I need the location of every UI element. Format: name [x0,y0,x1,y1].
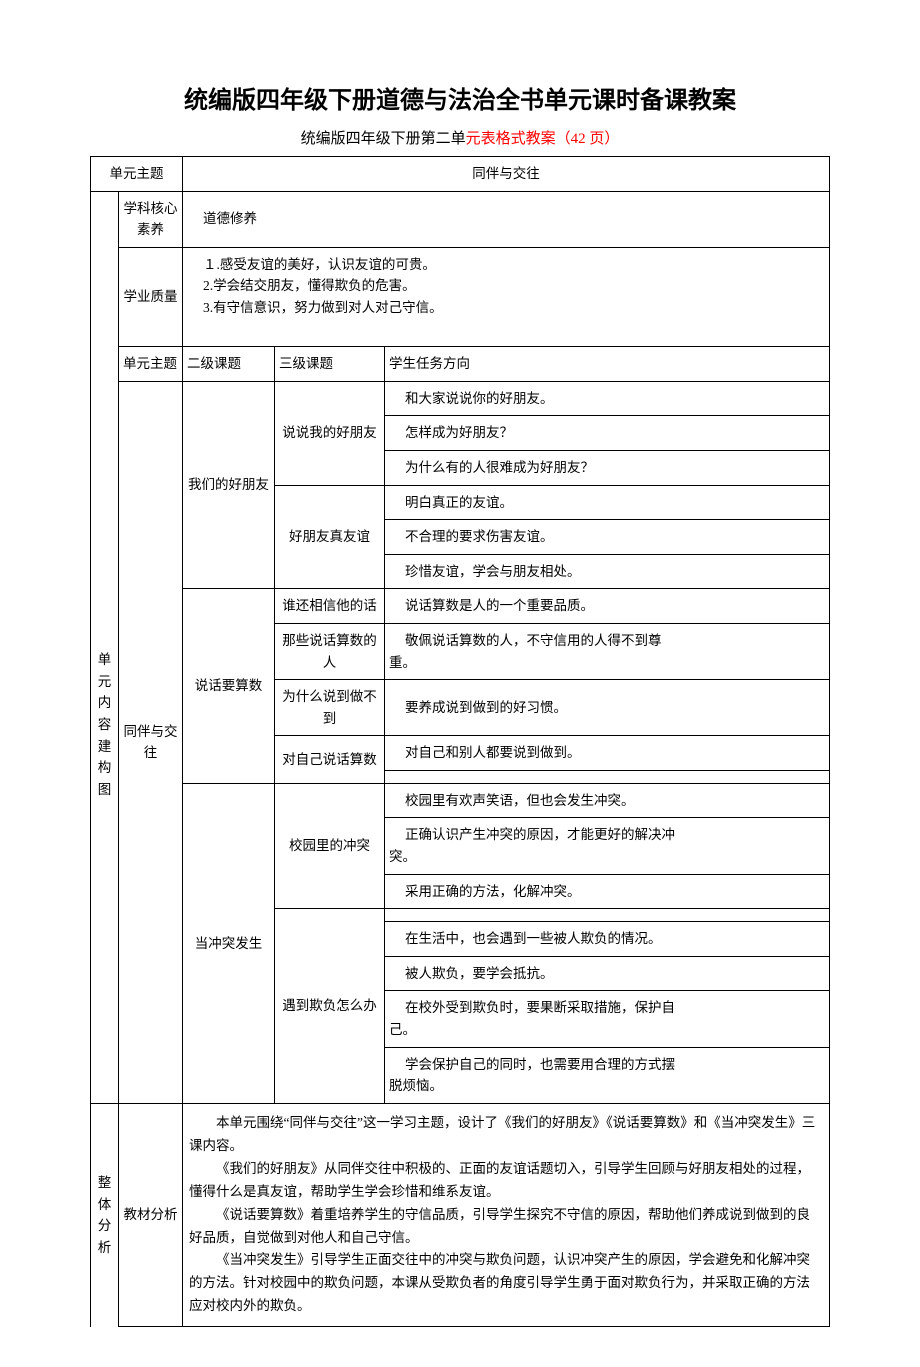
tertiary-topic-2d: 对自己说话算数 [275,736,385,784]
task-cell [385,909,830,922]
table-row: 学科核心素养 道德修养 [91,191,830,247]
cell-text: 突。 [389,849,416,864]
core-competency-value: 道德修养 [183,191,830,247]
lesson-plan-table: 单元主题 同伴与交往 学科核心素养 道德修养 学业质量 １.感受友谊的美好，认识… [90,156,830,1327]
task-cell: 和大家说说你的好朋友。 [385,381,830,416]
secondary-topic-3: 当冲突发生 [183,783,275,1103]
task-cell: 明白真正的友谊。 [385,485,830,520]
academic-quality-value: １.感受友谊的美好，认识友谊的可贵。 2.学会结交朋友，懂得欺负的危害。 3.有… [183,247,830,346]
table-row: 当冲突发生 校园里的冲突 校园里有欢声笑语，但也会发生冲突。 [91,783,830,818]
table-row: 单元主题 同伴与交往 [91,157,830,192]
secondary-topic-1: 我们的好朋友 [183,381,275,589]
paragraph: 《说话要算数》着重培养学生的守信品质，引导学生探究不守信的原因，帮助他们养成说到… [189,1204,823,1250]
tertiary-topic-3a: 校园里的冲突 [275,783,385,908]
spacer-cell [91,191,119,347]
table-row: 单元内容建构图 单元主题 二级课题 三级课题 学生任务方向 [91,347,830,382]
cell-text: 采用正确的方法，化解冲突。 [389,884,581,899]
cell-text: 说话算数是人的一个重要品质。 [389,598,594,613]
list-item: 3.有守信意识，努力做到对人对己守信。 [187,297,825,319]
tertiary-topic-1a: 说说我的好朋友 [275,381,385,485]
student-task-label: 学生任务方向 [385,347,830,382]
task-cell: 在校外受到欺负时，要果断采取措施，保护自 己。 [385,991,830,1047]
task-cell: 对自己和别人都要说到做到。 [385,736,830,771]
secondary-topic-label: 二级课题 [183,347,275,382]
cell-text: 在生活中，也会遇到一些被人欺负的情况。 [389,931,662,946]
cell-text: 正确认识产生冲突的原因，才能更好的解决冲 [389,827,675,842]
task-cell: 学会保护自己的同时，也需要用合理的方式摆 脱烦恼。 [385,1047,830,1103]
cell-text: 重。 [389,655,416,670]
material-analysis-label: 教材分析 [119,1103,183,1326]
task-cell: 为什么有的人很难成为好朋友？ [385,450,830,485]
overall-analysis-label: 整体分析 [91,1103,119,1326]
cell-text: 己。 [389,1022,416,1037]
secondary-topic-2: 说话要算数 [183,589,275,784]
list-item: 2.学会结交朋友，懂得欺负的危害。 [187,275,825,297]
material-analysis-content: 本单元围绕“同伴与交往”这一学习主题，设计了《我们的好朋友》《说话要算数》和《当… [183,1103,830,1326]
sub-title: 统编版四年级下册第二单元表格式教案（42 页） [90,127,830,148]
cell-text: 珍惜友谊，学会与朋友相处。 [389,564,581,579]
table-row: 整体分析 教材分析 本单元围绕“同伴与交往”这一学习主题，设计了《我们的好朋友》… [91,1103,830,1326]
tertiary-topic-2a: 谁还相信他的话 [275,589,385,624]
academic-quality-label: 学业质量 [119,247,183,346]
paragraph: 《当冲突发生》引导学生正面交往中的冲突与欺负问题，认识冲突产生的原因，学会避免和… [189,1249,823,1318]
task-cell: 怎样成为好朋友？ [385,416,830,451]
cell-text: 要养成说到做到的好习惯。 [389,700,567,715]
cell-text: 明白真正的友谊。 [389,495,513,510]
cell-text: 道德修养 [187,211,257,226]
cell-text: 敬佩说话算数的人，不守信用的人得不到尊 [389,633,662,648]
unit-content-map-label: 单元内容建构图 [91,347,119,1104]
table-row: 说话要算数 谁还相信他的话 说话算数是人的一个重要品质。 [91,589,830,624]
task-cell: 被人欺负，要学会抵抗。 [385,956,830,991]
tertiary-topic-2b: 那些说话算数的人 [275,623,385,679]
unit-theme-value: 同伴与交往 [183,157,830,192]
core-competency-label: 学科核心素养 [119,191,183,247]
task-cell: 在生活中，也会遇到一些被人欺负的情况。 [385,922,830,957]
cell-text: 为什么有的人很难成为好朋友？ [389,460,594,475]
subtitle-red: 元表格式教案（42 页） [466,131,620,147]
table-row: 学业质量 １.感受友谊的美好，认识友谊的可贵。 2.学会结交朋友，懂得欺负的危害… [91,247,830,346]
cell-text: 对自己和别人都要说到做到。 [389,745,581,760]
cell-text: 不合理的要求伤害友谊。 [389,529,554,544]
task-cell [385,770,830,783]
cell-text: 校园里有欢声笑语，但也会发生冲突。 [389,793,635,808]
paragraph: 本单元围绕“同伴与交往”这一学习主题，设计了《我们的好朋友》《说话要算数》和《当… [189,1112,823,1158]
task-cell: 敬佩说话算数的人，不守信用的人得不到尊 重。 [385,623,830,679]
task-cell: 要养成说到做到的好习惯。 [385,680,830,736]
task-cell: 采用正确的方法，化解冲突。 [385,874,830,909]
task-cell: 不合理的要求伤害友谊。 [385,520,830,555]
subtitle-prefix: 统编版四年级下册第二单 [301,131,466,147]
task-cell: 说话算数是人的一个重要品质。 [385,589,830,624]
cell-text: 怎样成为好朋友？ [389,425,513,440]
paragraph: 《我们的好朋友》从同伴交往中积极的、正面的友谊话题切入，引导学生回顾与好朋友相处… [189,1158,823,1204]
cell-text: 在校外受到欺负时，要果断采取措施，保护自 [389,1000,675,1015]
unit-theme-label: 单元主题 [91,157,183,192]
cell-text: 学会保护自己的同时，也需要用合理的方式摆 [389,1057,675,1072]
tertiary-topic-1b: 好朋友真友谊 [275,485,385,589]
table-row: 同伴与交往 我们的好朋友 说说我的好朋友 和大家说说你的好朋友。 [91,381,830,416]
tertiary-topic-label: 三级课题 [275,347,385,382]
main-title: 统编版四年级下册道德与法治全书单元课时备课教案 [90,80,830,115]
list-item: １.感受友谊的美好，认识友谊的可贵。 [187,254,825,276]
task-cell: 正确认识产生冲突的原因，才能更好的解决冲 突。 [385,818,830,874]
cell-text: 和大家说说你的好朋友。 [389,391,554,406]
unit-theme-span: 同伴与交往 [119,381,183,1103]
task-cell: 珍惜友谊，学会与朋友相处。 [385,554,830,589]
cell-text: 脱烦恼。 [389,1078,443,1093]
tertiary-topic-3b: 遇到欺负怎么办 [275,909,385,1104]
cell-text: 被人欺负，要学会抵抗。 [389,966,554,981]
unit-theme-sublabel: 单元主题 [119,347,183,382]
task-cell: 校园里有欢声笑语，但也会发生冲突。 [385,783,830,818]
tertiary-topic-2c: 为什么说到做不到 [275,680,385,736]
